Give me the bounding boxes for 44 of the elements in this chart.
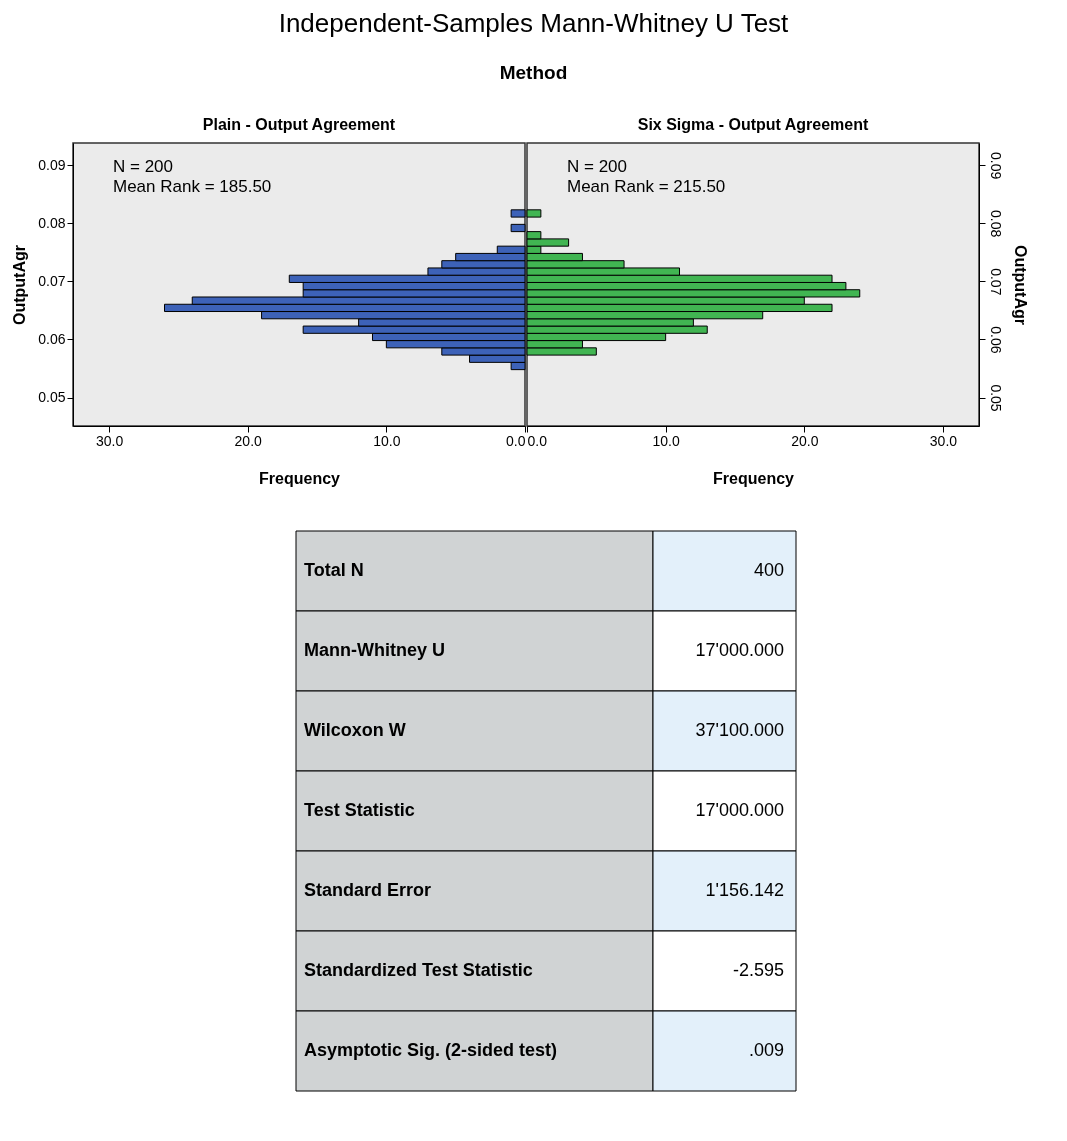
y-tick-label: 0.09: [987, 151, 1004, 180]
y-tick-label: 0.07: [38, 272, 66, 289]
x-tick-label: 0.0: [527, 432, 548, 449]
y-tick-label: 0.05: [987, 384, 1004, 412]
y-tick-label: 0.06: [987, 326, 1004, 354]
x-tick-label: 20.0: [234, 432, 263, 449]
annotation: Mean Rank = 215.50: [567, 177, 726, 196]
text: Six Sigma - Output Agreement: [637, 116, 869, 133]
x-tick-label: 10.0: [652, 432, 680, 449]
y-tick-label: 0.08: [987, 210, 1004, 238]
x-axis-title: Frequency: [259, 469, 341, 487]
y-axis-title: OutputAgr: [1011, 245, 1029, 325]
text: -2.595: [732, 960, 784, 980]
y-tick-label: 0.05: [38, 389, 66, 406]
x-tick-label: 10.0: [373, 432, 401, 449]
annotation: N = 200: [113, 157, 174, 176]
y-tick-label: 0.08: [38, 214, 66, 231]
x-tick-label: 30.0: [95, 432, 124, 449]
category-label: Standardized Test Statistic: [304, 960, 533, 980]
y-axis-title: OutputAgr: [11, 245, 29, 325]
text: 17'000.000: [695, 640, 784, 660]
category-label: Total N: [304, 560, 364, 580]
text: 400: [753, 560, 784, 580]
text: 37'100.000: [695, 720, 784, 740]
category-label: Standard Error: [304, 880, 432, 900]
category-label: Asymptotic Sig. (2-sided test): [304, 1040, 558, 1060]
category-label: Mann-Whitney U: [304, 640, 445, 660]
text: .009: [748, 1040, 784, 1060]
category-label: Test Statistic: [304, 800, 415, 820]
text: 17'000.000: [695, 800, 784, 820]
chart-title: Independent-Samples Mann-Whitney U Test: [277, 8, 790, 39]
annotation: Mean Rank = 185.50: [113, 177, 272, 196]
x-tick-label: 30.0: [929, 432, 958, 449]
text: 1'156.142: [705, 880, 784, 900]
category-label: Wilcoxon W: [304, 720, 406, 740]
y-tick-label: 0.06: [38, 330, 66, 347]
text: Plain - Output Agreement: [202, 116, 396, 133]
annotation: N = 200: [567, 157, 628, 176]
x-tick-label: 0.0: [506, 432, 526, 449]
x-axis-title: Frequency: [713, 469, 795, 487]
y-tick-label: 0.07: [987, 268, 1004, 296]
x-tick-label: 20.0: [791, 432, 819, 449]
y-tick-label: 0.09: [38, 156, 66, 173]
chart-subtitle: Method: [498, 62, 569, 84]
